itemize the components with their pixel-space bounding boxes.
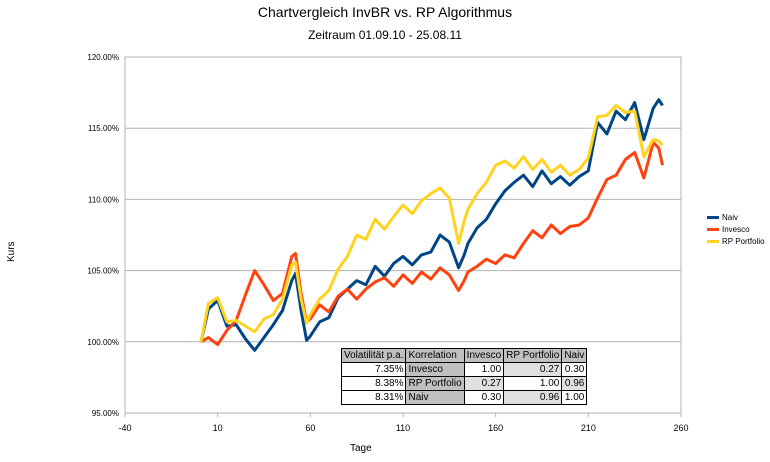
y-tick-label: 100.00% [87,338,119,347]
series-line-naiv [199,98,664,352]
x-tick-label: 60 [305,423,315,433]
legend-swatch-rp-portfolio [707,239,719,243]
x-axis-label: Tage [350,443,372,454]
statistics-table: Volatilität p.a. Korrelation Invesco RP … [340,348,588,405]
stats-header-row: Volatilität p.a. Korrelation Invesco RP … [340,348,588,363]
stats-correlation-cell: 0.27 [503,362,563,377]
legend-item-rp-portfolio: RP Portfolio [707,235,765,247]
stats-header-invesco: Invesco [463,348,505,363]
stats-correlation-cell: 1.00 [503,376,563,391]
stats-volatility-cell: 8.31% [340,390,407,405]
legend-label-rp-portfolio: RP Portfolio [722,236,765,246]
x-tick-label: 160 [488,423,503,433]
stats-row-label: Naiv [405,390,465,405]
legend-label-naiv: Naiv [722,212,739,222]
x-tick-label: -40 [118,423,131,433]
legend-swatch-naiv [707,215,719,219]
y-tick-label: 105.00% [87,267,119,276]
stats-correlation-cell: 0.27 [463,376,505,391]
stats-correlation-cell: 1.00 [561,390,588,405]
series-line-invesco [200,140,664,347]
legend-label-invesco: Invesco [722,224,750,234]
stats-row-label: Invesco [405,362,465,377]
stats-header-volatility: Volatilität p.a. [340,348,407,363]
stats-volatility-cell: 8.38% [340,376,407,391]
stats-correlation-cell: 0.96 [503,390,563,405]
y-tick-label: 115.00% [88,124,119,133]
legend-item-naiv: Naiv [707,211,765,223]
stats-header-rp-portfolio: RP Portfolio [503,348,563,363]
x-tick-label: 210 [581,423,596,433]
stats-correlation-cell: 1.00 [463,362,505,377]
stats-correlation-cell: 0.30 [561,362,588,377]
stats-correlation-cell: 0.96 [561,376,588,391]
x-tick-label: 10 [213,423,223,433]
chart-subtitle: Zeitraum 01.09.10 - 25.08.11 [308,28,462,42]
series-line-rp-portfolio [199,103,664,343]
y-tick-label: 110.00% [88,195,119,204]
chart-legend: Naiv Invesco RP Portfolio [707,211,765,247]
x-tick-label: 110 [396,423,410,433]
legend-swatch-invesco [707,227,719,231]
stats-row-invesco: 7.35% Invesco 1.00 0.27 0.30 [340,362,588,377]
x-tick-label: 260 [673,423,688,433]
stats-row-rp-portfolio: 8.38% RP Portfolio 0.27 1.00 0.96 [340,376,588,391]
stats-header-naiv: Naiv [561,348,588,363]
stats-correlation-cell: 0.30 [463,390,505,405]
stats-row-naiv: 8.31% Naiv 0.30 0.96 1.00 [340,390,588,405]
stats-header-correlation: Korrelation [405,348,465,363]
y-tick-label: 120.00% [87,53,119,62]
legend-item-invesco: Invesco [707,223,765,235]
stats-row-label: RP Portfolio [405,376,465,391]
chart-title: Chartvergleich InvBR vs. RP Algorithmus [257,4,513,20]
stats-volatility-cell: 7.35% [340,362,407,377]
y-tick-label: 95.00% [92,409,119,418]
